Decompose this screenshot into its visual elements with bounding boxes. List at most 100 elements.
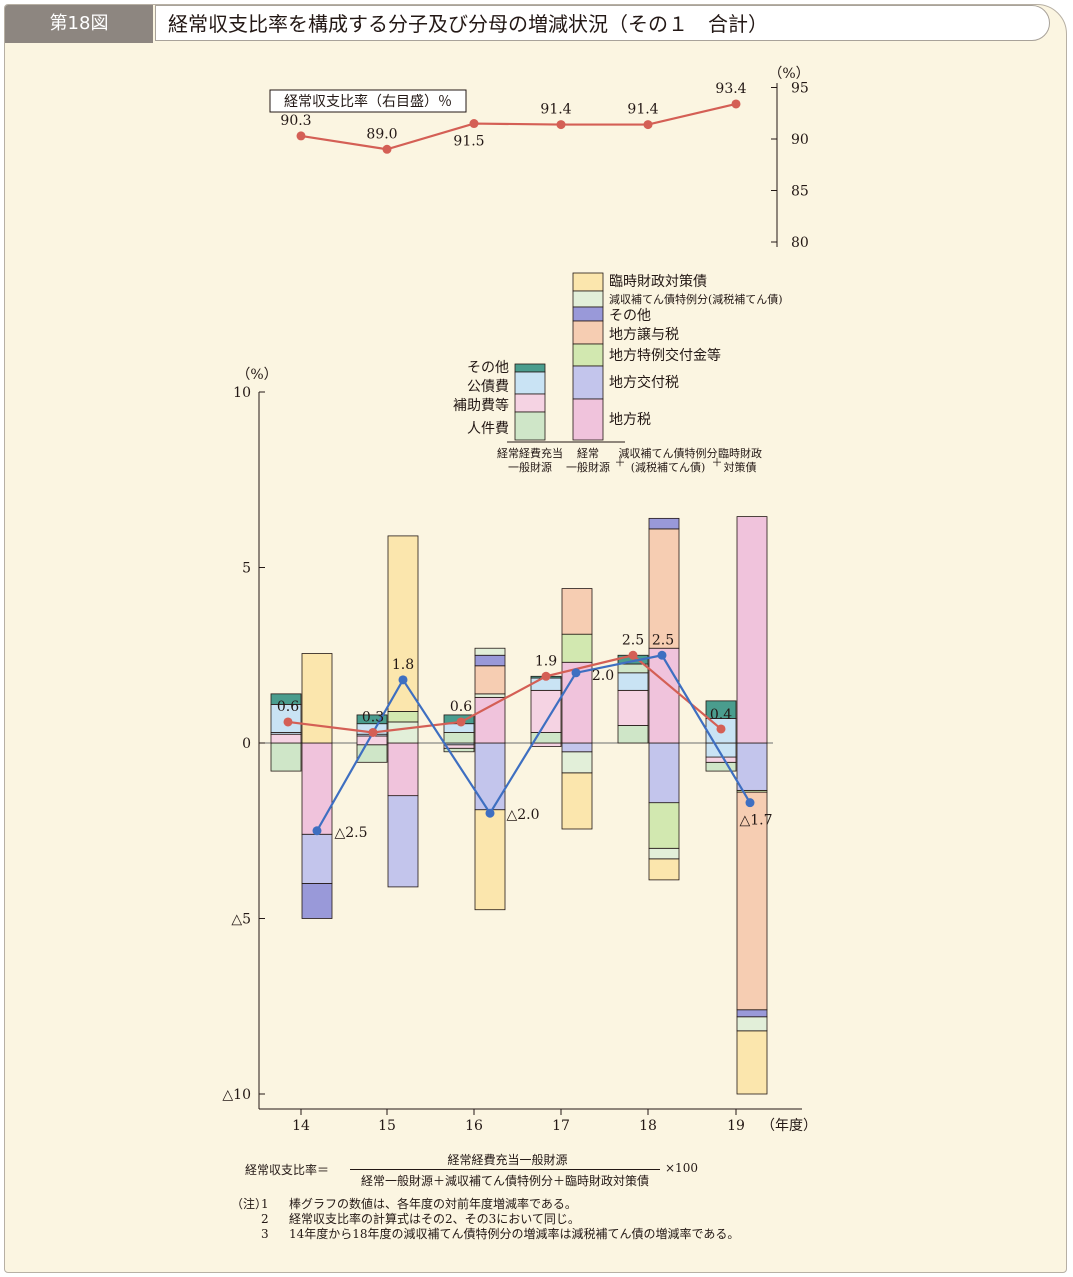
denominator-bar-segment xyxy=(561,751,593,774)
numerator-bar-segment xyxy=(530,742,562,747)
bar-y-tick-label: △10 xyxy=(222,1087,251,1103)
legend-right-label: 減収補てん債特例分(減税補てん債) xyxy=(609,292,783,306)
denominator-series-label: △1.7 xyxy=(739,813,772,829)
denominator-bar-segment xyxy=(474,742,506,811)
denominator-bar-segment xyxy=(648,847,680,860)
ratio-y-tick-label: 90 xyxy=(791,132,809,148)
denominator-series-label: △2.5 xyxy=(334,825,367,841)
numerator-series-point xyxy=(368,727,378,737)
numerator-series-label: 0.4 xyxy=(710,707,732,723)
denominator-series-line xyxy=(316,654,751,832)
numerator-series-label: 1.9 xyxy=(535,653,557,669)
formula-lhs: 経常収支比率＝ xyxy=(245,1163,330,1177)
ratio-value-label: 90.3 xyxy=(280,113,311,129)
ratio-value-label: 93.4 xyxy=(715,81,746,97)
numerator-series-label: 0.3 xyxy=(362,709,384,725)
legend-swatch xyxy=(572,272,604,292)
denominator-bar-segment xyxy=(474,647,506,656)
ratio-y-unit: （%） xyxy=(768,66,809,82)
denominator-series-point xyxy=(657,650,667,660)
denominator-series-point xyxy=(398,675,408,685)
ratio-y-tick-label: 85 xyxy=(791,184,809,200)
legend-group-label: 臨時財政 xyxy=(718,446,762,460)
numerator-bar-segment xyxy=(705,756,737,763)
legend-swatch xyxy=(514,363,546,373)
legend-group-label: 経常経費充当 xyxy=(497,446,563,460)
numerator-bar-segment xyxy=(356,735,388,746)
denominator-bar-segment xyxy=(736,1016,768,1032)
denominator-series-point xyxy=(312,826,322,836)
legend-plus: ＋ xyxy=(615,456,626,469)
legend-right-label: 地方交付税 xyxy=(609,374,679,391)
note-text: 棒グラフの数値は、各年度の対前年度増減率である。 xyxy=(289,1197,577,1211)
legend-group-label: 一般財源 xyxy=(566,460,610,474)
legend-swatch xyxy=(514,393,546,413)
note-text: 経常収支比率の計算式はその2、その3において同じ。 xyxy=(289,1212,580,1226)
numerator-series-point xyxy=(456,717,466,727)
legend-right-label: 地方特例交付金等 xyxy=(609,347,721,364)
legend-swatch xyxy=(514,411,546,441)
notes-label: （注） xyxy=(231,1197,268,1211)
legend-left-label: 公債費 xyxy=(467,379,509,395)
bar-y-unit: （%） xyxy=(236,367,277,383)
formula-fraction-bar xyxy=(350,1169,660,1170)
denominator-bar-segment xyxy=(474,693,506,698)
legend-swatch xyxy=(572,343,604,367)
denominator-series-point xyxy=(745,798,755,808)
ratio-point xyxy=(469,119,479,129)
denominator-bar-segment xyxy=(648,858,680,881)
formula-denominator: 経常一般財源＋減収補てん債特例分＋臨時財政対策債 xyxy=(360,1174,649,1188)
ratio-legend-label: 経常収支比率（右目盛）％ xyxy=(284,93,452,110)
bar-y-tick-label: 0 xyxy=(242,736,251,752)
ratio-line xyxy=(300,102,737,151)
denominator-series-label: 2.5 xyxy=(652,632,674,648)
numerator-series-label: 0.6 xyxy=(450,699,472,715)
bar-x-tick-label: 15 xyxy=(378,1118,396,1134)
note-number: 1 xyxy=(261,1197,269,1211)
denominator-bar-segment xyxy=(736,516,768,744)
denominator-bar-segment xyxy=(301,742,333,835)
denominator-series-label: 2.0 xyxy=(592,668,614,684)
ratio-value-label: 91.4 xyxy=(627,102,658,118)
numerator-series-point xyxy=(283,717,293,727)
legend-left-label: その他 xyxy=(467,360,509,376)
denominator-bar-segment xyxy=(301,883,333,919)
legend-group-label: 減収補てん債特例分 xyxy=(619,446,718,460)
numerator-bar-segment xyxy=(705,700,737,719)
legend-plus: ＋ xyxy=(712,456,723,469)
ratio-legend-box xyxy=(269,89,467,113)
denominator-bar-segment xyxy=(648,647,680,744)
denominator-bar-segment xyxy=(736,1009,768,1018)
numerator-bar-segment xyxy=(530,689,562,733)
legend-swatch xyxy=(514,371,546,395)
ratio-value-label: 91.5 xyxy=(453,134,484,150)
legend-left-label: 人件費 xyxy=(467,421,509,437)
numerator-series-label: 2.5 xyxy=(622,632,644,648)
denominator-series-point xyxy=(571,668,581,678)
denominator-bar-segment xyxy=(387,721,419,744)
denominator-bar-segment xyxy=(387,535,419,712)
denominator-series-point xyxy=(485,808,495,818)
legend-group-label: 経常 xyxy=(577,447,599,460)
denominator-bar-segment xyxy=(648,802,680,849)
figure-number: 第18図 xyxy=(5,5,153,43)
formula-multiplier: ×100 xyxy=(665,1161,698,1175)
figure-title: 経常収支比率を構成する分子及び分母の増減状況（その１ 合計） xyxy=(155,5,1050,41)
denominator-bar-segment xyxy=(736,791,768,1011)
ratio-point xyxy=(296,131,306,141)
legend-right-label: 地方譲与税 xyxy=(609,327,679,343)
denominator-series-label: 1.8 xyxy=(392,657,414,673)
numerator-bar-segment xyxy=(270,693,302,705)
denominator-bar-segment xyxy=(301,653,333,744)
bar-x-tick-label: 19 xyxy=(727,1118,745,1134)
legend-left-label: 補助費等 xyxy=(453,397,509,414)
denominator-bar-segment xyxy=(736,1030,768,1095)
denominator-bar-segment xyxy=(474,809,506,911)
numerator-series-point xyxy=(628,650,638,660)
legend-swatch xyxy=(572,365,604,400)
formula-numerator: 経常経費充当一般財源 xyxy=(447,1153,568,1167)
legend-group-label: 一般財源 xyxy=(508,460,552,474)
numerator-bar-segment xyxy=(617,689,649,726)
legend-swatch xyxy=(572,398,604,441)
